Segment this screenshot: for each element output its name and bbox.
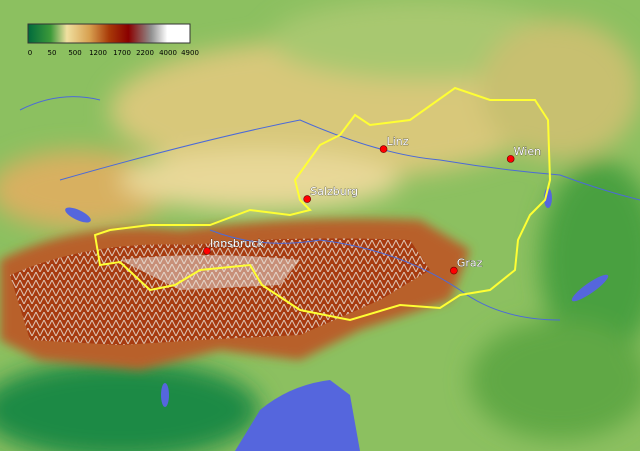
- water-bodies: [65, 188, 609, 451]
- city-label-innsbruck: Innsbruck: [210, 237, 264, 250]
- legend-tick-label: 1700: [113, 49, 131, 57]
- legend-tick-label: 4000: [159, 49, 177, 57]
- city-label-linz: Linz: [387, 135, 409, 148]
- city-label-salzburg: Salzburg: [310, 185, 358, 198]
- austria-border: [93, 86, 552, 322]
- cities: Linz Wien Salzburg Innsbruck Graz: [203, 135, 541, 275]
- legend-tick-label: 50: [48, 49, 57, 57]
- legend: 0 50 500 1200 1700 2200 4000 4900: [27, 23, 199, 57]
- city-marker-innsbruck: [203, 247, 211, 255]
- lake-constance: [65, 207, 91, 223]
- city-marker-linz: [379, 145, 388, 153]
- city-marker-graz: [450, 266, 458, 275]
- adriatic-sea: [235, 380, 360, 451]
- city-label-wien: Wien: [514, 145, 541, 158]
- legend-tick-label: 1200: [89, 49, 107, 57]
- legend-colorbar: [27, 23, 191, 44]
- city-marker-salzburg: [303, 195, 312, 203]
- lake-garda: [161, 383, 169, 407]
- legend-tick-label: 500: [68, 49, 81, 57]
- legend-tick-label: 0: [28, 49, 32, 57]
- legend-tick-label: 4900: [181, 49, 199, 57]
- lake-balaton: [571, 274, 609, 302]
- city-marker-wien: [506, 155, 515, 163]
- rivers: [19, 96, 640, 321]
- legend-tick-label: 2200: [136, 49, 154, 57]
- city-label-graz: Graz: [457, 257, 483, 270]
